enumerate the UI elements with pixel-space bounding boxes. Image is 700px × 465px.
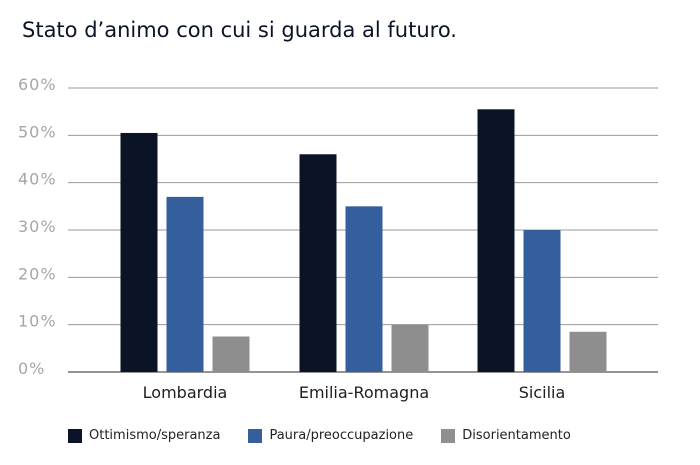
bar: [523, 230, 561, 372]
legend-item-optimism: Ottimismo/speranza: [68, 428, 220, 443]
legend-item-disorientation: Disorientamento: [441, 428, 571, 443]
legend-label-worry: Paura/preoccupazione: [269, 428, 414, 443]
legend-swatch-disorientation: [441, 428, 456, 443]
x-category-label: Lombardia: [143, 383, 228, 402]
legend-swatch-worry: [248, 428, 263, 443]
y-tick-label: 60%: [18, 75, 57, 94]
y-tick-label: 30%: [18, 217, 57, 236]
bar: [345, 206, 383, 372]
bar: [120, 132, 158, 372]
x-category-label: Emilia-Romagna: [299, 383, 429, 402]
bar: [569, 331, 607, 372]
bar: [391, 324, 429, 372]
x-category-label: Sicilia: [519, 383, 566, 402]
bar: [212, 336, 250, 372]
y-tick-label: 40%: [18, 170, 57, 189]
bar: [299, 154, 337, 372]
y-tick-label: 10%: [18, 312, 57, 331]
y-tick-label: 50%: [18, 122, 57, 141]
legend: Ottimismo/speranza Paura/preoccupazione …: [68, 428, 599, 443]
legend-label-disorientation: Disorientamento: [462, 428, 571, 443]
y-tick-label: 20%: [18, 264, 57, 283]
legend-item-worry: Paura/preoccupazione: [248, 428, 413, 443]
legend-swatch-optimism: [68, 428, 82, 443]
bar: [166, 196, 204, 372]
legend-label-optimism: Ottimismo/speranza: [89, 428, 221, 443]
bar: [477, 109, 515, 373]
chart-title: Stato d’animo con cui si guarda al futur…: [22, 18, 457, 42]
y-tick-label: 0%: [18, 359, 45, 378]
